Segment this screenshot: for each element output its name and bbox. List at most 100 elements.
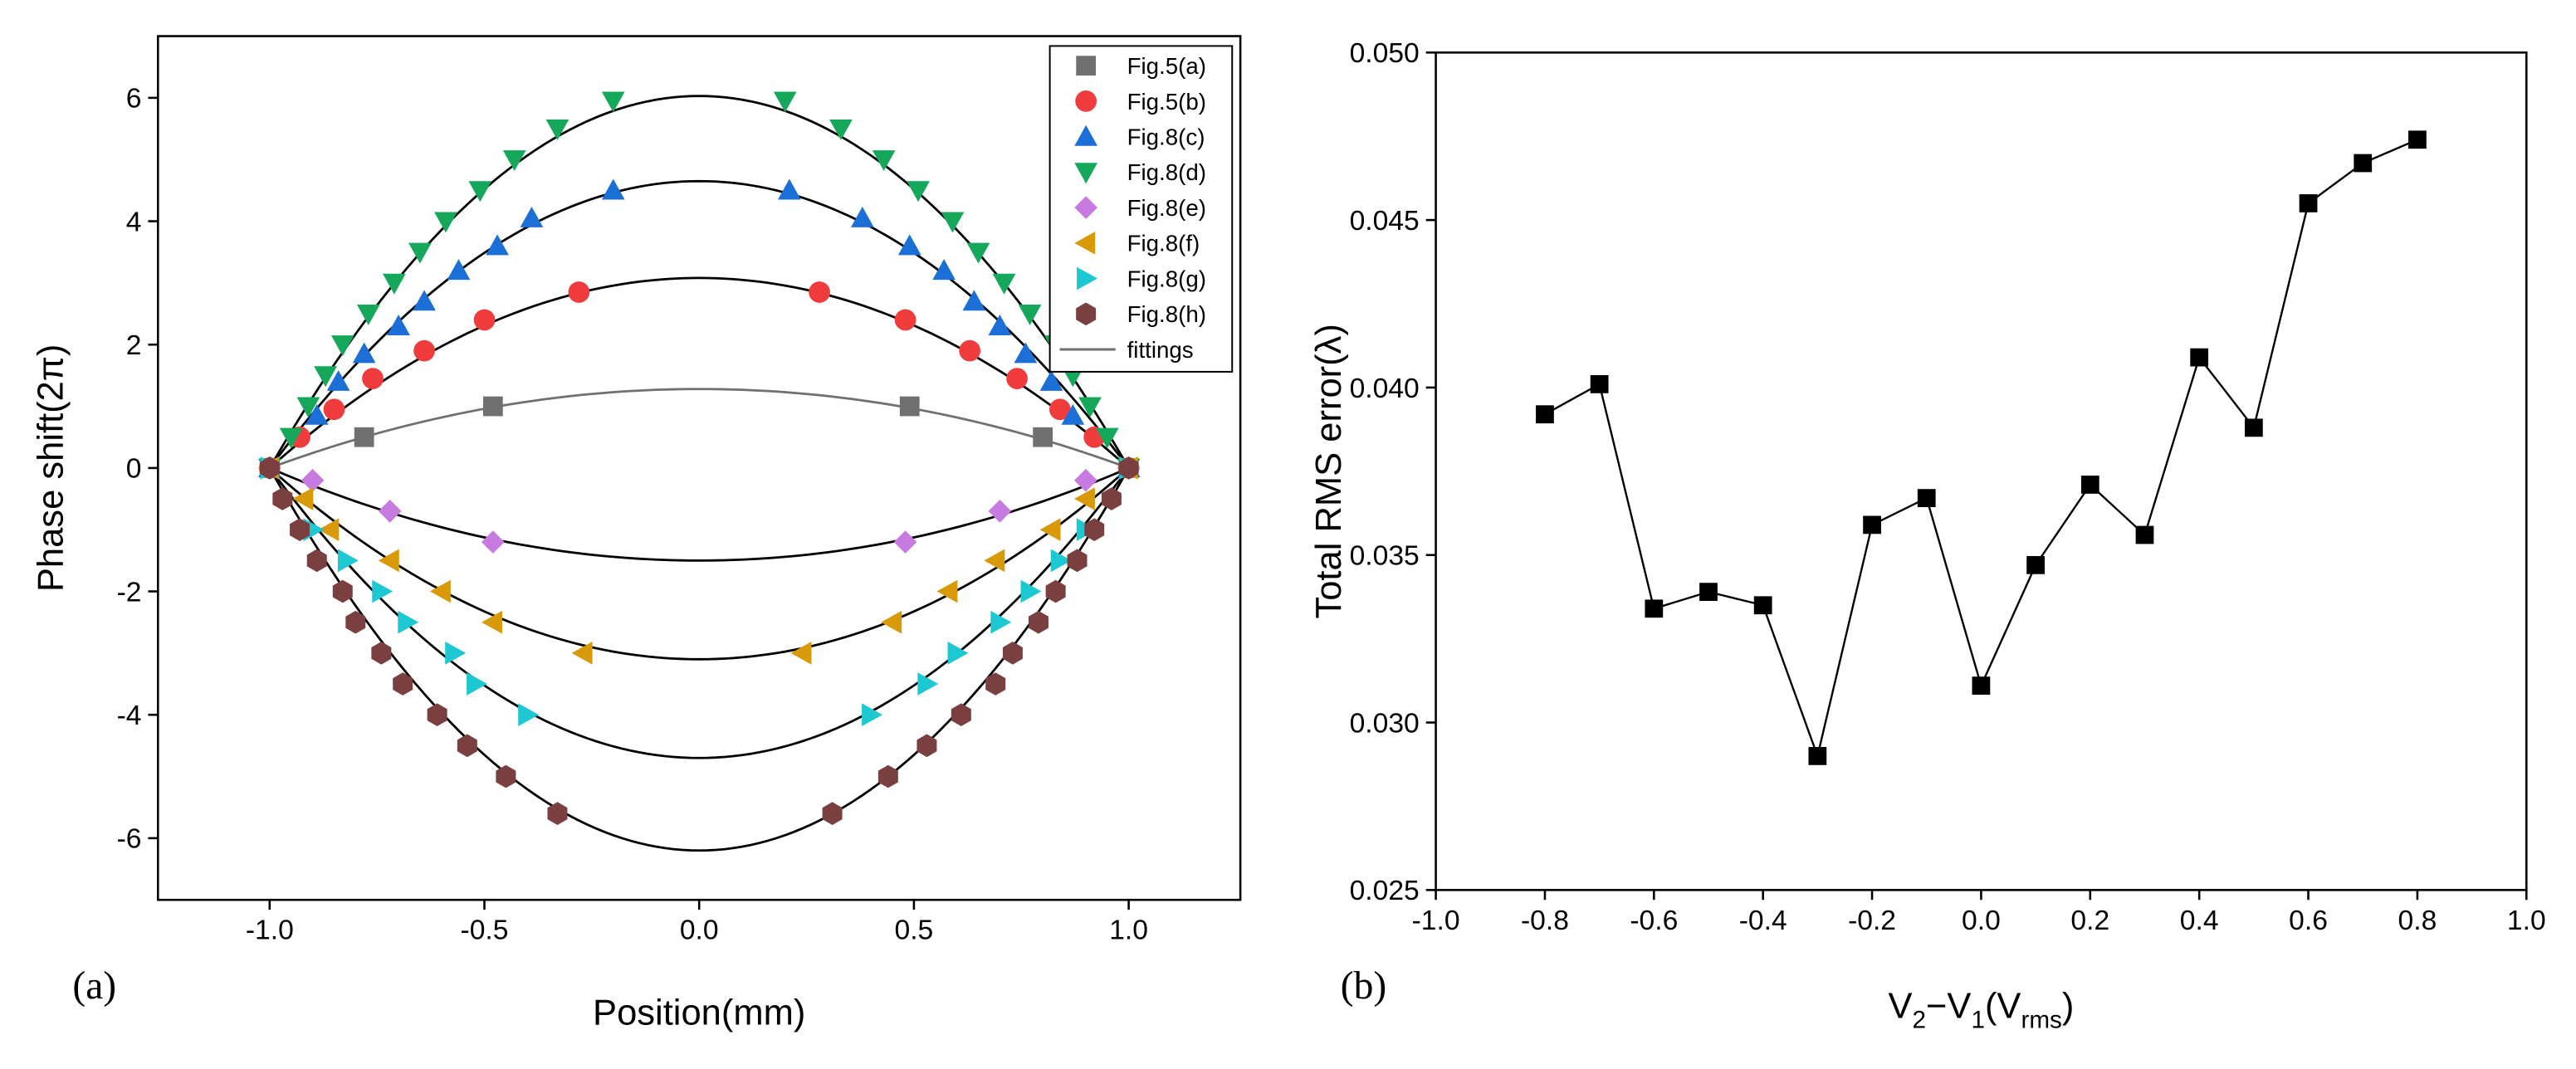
data-point	[917, 734, 937, 758]
data-point	[907, 181, 930, 203]
data-point	[2354, 154, 2373, 173]
legend-marker	[1076, 56, 1097, 76]
legend-label: Fig.5(a)	[1127, 53, 1206, 79]
data-point	[408, 242, 432, 264]
data-point	[941, 212, 965, 233]
data-point	[447, 259, 471, 281]
x-tick-label: 0.0	[1962, 905, 2001, 936]
y-tick-label: 0.035	[1350, 541, 1420, 572]
data-point	[862, 703, 883, 727]
data-point	[429, 579, 451, 603]
data-point	[314, 366, 337, 388]
data-point	[2244, 418, 2263, 437]
data-point	[894, 309, 917, 331]
data-point	[427, 703, 447, 727]
data-point	[1118, 456, 1139, 480]
legend-label: Fig.8(g)	[1127, 266, 1206, 291]
data-point	[984, 549, 1005, 573]
data-point	[481, 610, 502, 634]
data-point	[2135, 525, 2154, 544]
data-point	[992, 273, 1016, 295]
fit-curve	[268, 466, 1130, 661]
fit-curve	[269, 388, 1130, 470]
data-point	[601, 178, 625, 200]
fit-curve	[269, 466, 1130, 562]
fit-curve	[268, 95, 1130, 469]
data-point	[2026, 555, 2045, 574]
data-point	[413, 339, 435, 362]
data-point	[990, 610, 1012, 634]
data-point	[332, 579, 353, 603]
x-axis-label: Position(mm)	[593, 993, 805, 1033]
data-point	[1101, 487, 1122, 510]
data-point	[1808, 747, 1827, 765]
data-point	[481, 530, 505, 554]
x-tick-label: 0.5	[895, 915, 934, 946]
data-point	[1972, 676, 1991, 696]
data-point	[773, 91, 797, 113]
data-point	[881, 610, 902, 634]
data-point	[468, 181, 492, 203]
x-tick-label: -0.8	[1521, 905, 1569, 936]
x-tick-label: -0.6	[1630, 905, 1678, 936]
data-point	[985, 672, 1006, 696]
data-point	[434, 212, 457, 233]
data-point	[371, 642, 392, 665]
data-point	[378, 500, 402, 523]
data-point	[1039, 518, 1061, 542]
data-point	[1917, 489, 1936, 507]
x-tick-label: -1.0	[1412, 905, 1460, 936]
panel-label: (b)	[1341, 964, 1386, 1008]
data-point	[1002, 642, 1023, 665]
data-point	[345, 610, 366, 634]
x-tick-label: 0.6	[2289, 905, 2328, 936]
x-axis-label-part: V	[1888, 987, 1912, 1027]
data-point	[296, 397, 320, 418]
data-point	[473, 309, 496, 331]
y-tick-label: 0.040	[1350, 373, 1420, 404]
legend-marker	[1076, 302, 1097, 326]
data-point	[356, 304, 380, 325]
data-point	[545, 119, 569, 140]
data-point	[378, 549, 399, 573]
data-point	[1699, 583, 1718, 602]
y-tick-label: 6	[126, 84, 142, 115]
legend-marker	[1074, 163, 1097, 184]
data-point	[502, 150, 526, 172]
legend-label: Fig.5(b)	[1127, 89, 1206, 115]
data-point	[1645, 599, 1664, 618]
x-axis-label-part: rms	[2021, 1007, 2061, 1034]
y-tick-label: -2	[117, 577, 142, 608]
legend-label: Fig.8(e)	[1127, 195, 1206, 221]
x-tick-label: 0.0	[680, 915, 719, 946]
data-point	[988, 315, 1012, 335]
data-point	[1050, 549, 1072, 573]
data-point	[352, 342, 376, 364]
data-point	[1006, 368, 1028, 389]
x-tick-label: 0.4	[2180, 905, 2219, 936]
data-point	[387, 315, 410, 335]
data-point	[899, 396, 920, 417]
data-point	[482, 396, 503, 417]
y-tick-label: 2	[126, 330, 142, 361]
data-point	[1020, 579, 1042, 603]
legend-marker	[1074, 124, 1097, 146]
data-point	[323, 398, 345, 421]
data-point	[1028, 610, 1048, 634]
data-point	[1078, 397, 1102, 418]
data-point	[1863, 515, 1881, 534]
data-point	[568, 281, 590, 303]
legend-marker	[1077, 266, 1097, 290]
data-point	[951, 703, 971, 727]
data-point	[1084, 518, 1105, 542]
data-point	[413, 290, 436, 311]
data-point	[822, 802, 843, 825]
x-tick-label: 1.0	[1109, 915, 1148, 946]
data-point	[2190, 348, 2209, 367]
x-tick-label: -0.2	[1848, 905, 1896, 936]
x-axis-label-part: )	[2062, 987, 2075, 1027]
legend-label: Fig.8(h)	[1127, 301, 1206, 327]
data-point	[547, 802, 568, 825]
y-tick-label: 0.050	[1350, 38, 1420, 69]
